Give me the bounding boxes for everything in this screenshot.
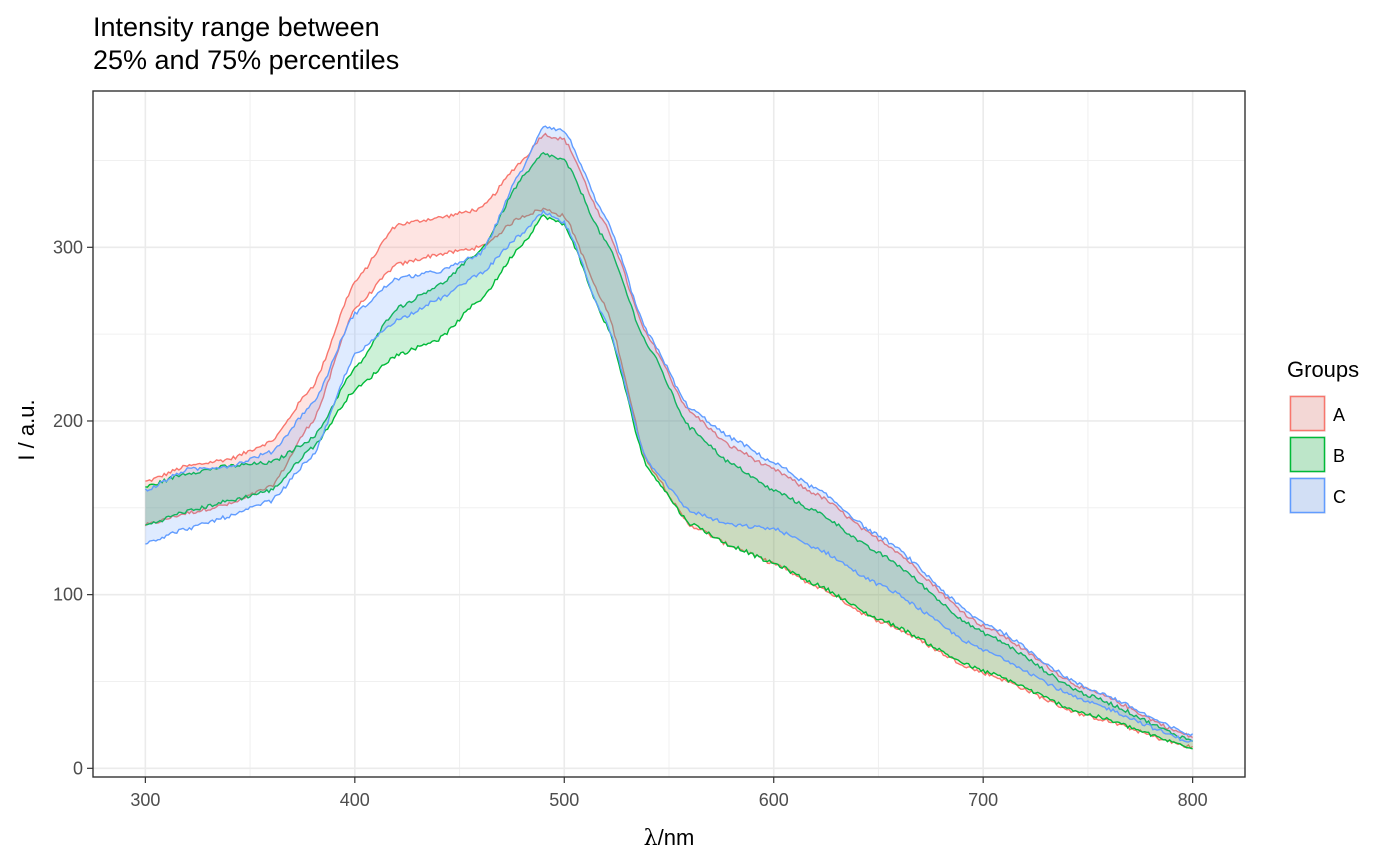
legend-key-swatch [1289, 395, 1326, 432]
y-axis-title: I / a.u. [14, 399, 39, 460]
legend-label: B [1333, 446, 1345, 466]
series-fill-C [145, 126, 1193, 743]
legend-item-B: B [1289, 436, 1345, 473]
y-tick-label: 0 [73, 758, 83, 778]
legend: Groups A B C [1287, 357, 1359, 514]
series-upper-line-B [145, 151, 1194, 742]
series-upper-line-C [144, 125, 1194, 737]
series-upper-line-A [145, 132, 1194, 739]
y-tick-label: 300 [53, 237, 83, 257]
grid [93, 91, 1245, 777]
x-tick-label: 700 [968, 790, 998, 810]
x-tick-label: 400 [340, 790, 370, 810]
x-tick-label: 500 [549, 790, 579, 810]
chart-title-line-2: 25% and 75% percentiles [93, 45, 399, 75]
x-axis-title: λ/nm [644, 825, 695, 851]
axis-ticks: 300 400 500 600 700 800 0 100 200 300 [53, 237, 1208, 810]
legend-key-background [1289, 477, 1326, 514]
series-fill-A [145, 133, 1193, 749]
legend-title: Groups [1287, 357, 1359, 382]
chart-title-line-1: Intensity range between [93, 12, 380, 42]
legend-label: A [1333, 405, 1345, 425]
plot-panel-border [92, 90, 1246, 778]
series-bands [144, 125, 1194, 750]
legend-item-C: C [1289, 477, 1346, 514]
legend-key-swatch [1289, 477, 1326, 514]
legend-key-background [1289, 436, 1326, 473]
legend-label: C [1333, 487, 1346, 507]
legend-key-swatch [1289, 436, 1326, 473]
x-axis-title-symbol: λ [644, 826, 658, 851]
legend-key-background [1289, 395, 1326, 432]
x-tick-label: 300 [130, 790, 160, 810]
series-band-C [144, 125, 1194, 743]
x-tick-label: 600 [759, 790, 789, 810]
y-tick-label: 200 [53, 411, 83, 431]
x-tick-label: 800 [1178, 790, 1208, 810]
y-tick-label: 100 [53, 585, 83, 605]
series-lower-line-C [145, 209, 1193, 743]
legend-item-A: A [1289, 395, 1345, 432]
x-axis-title-unit: /nm [658, 825, 695, 850]
series-fill-B [145, 152, 1193, 750]
